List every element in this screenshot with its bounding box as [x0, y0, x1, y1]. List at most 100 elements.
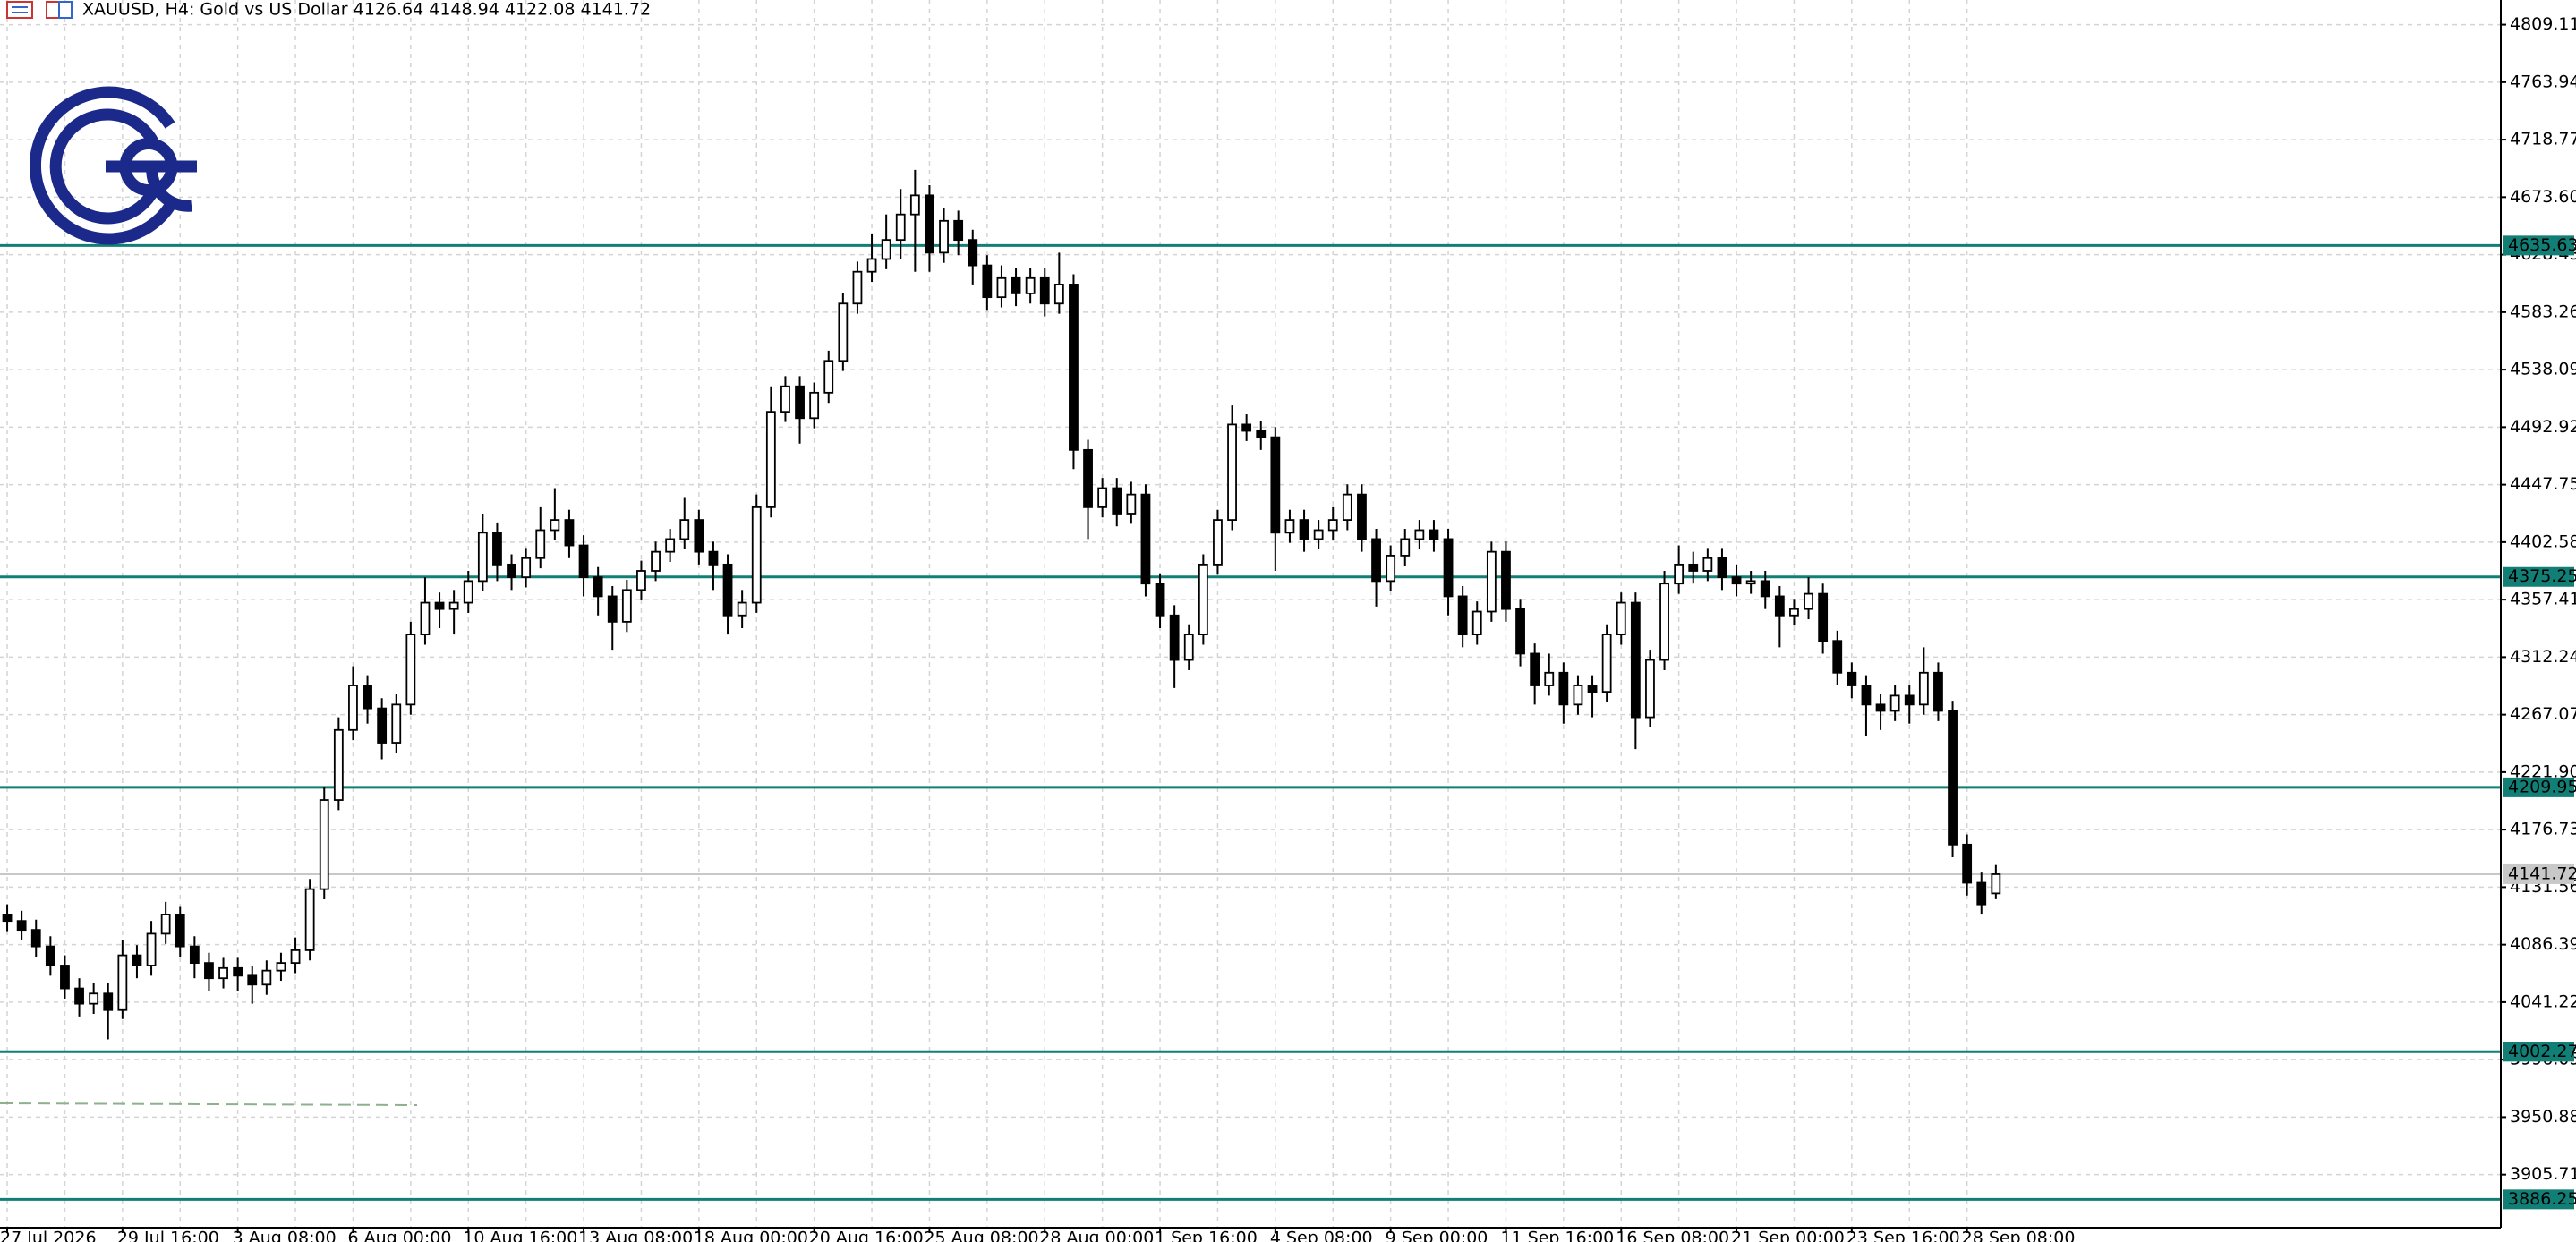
y-tick-label: 4583.26 — [2510, 302, 2576, 321]
candle-body — [881, 239, 891, 260]
candle-body — [30, 929, 41, 948]
level-label: 4375.25 — [2508, 566, 2576, 586]
candle-body — [1069, 284, 1079, 451]
candle-body — [89, 992, 99, 1005]
candle-body — [175, 914, 185, 948]
levels — [0, 243, 2501, 1201]
candle-body — [1918, 671, 1929, 706]
candle-body — [1573, 685, 1583, 706]
candle-body — [809, 391, 820, 420]
candle-body — [146, 932, 157, 966]
candle-body — [1558, 671, 1569, 706]
candle-body — [319, 799, 329, 890]
x-tick-label: 6 Aug 00:00 — [347, 1229, 451, 1242]
candle-body — [535, 529, 546, 559]
level-box — [2503, 1042, 2574, 1062]
candle-body — [1904, 694, 1915, 706]
candle-body — [737, 601, 747, 617]
candle-body — [304, 888, 315, 951]
candle-body — [1789, 608, 1799, 617]
candle-body — [607, 595, 618, 623]
candle-body — [1183, 634, 1194, 661]
candle-body — [1457, 595, 1468, 636]
candle-body — [1486, 550, 1497, 613]
logo — [29, 86, 197, 245]
candle-body — [1804, 592, 1813, 610]
y-tick-label: 4763.94 — [2510, 72, 2576, 91]
candle-body — [377, 707, 388, 744]
level-label: 4635.63 — [2508, 235, 2576, 255]
candle-body — [463, 580, 473, 604]
candle-body — [16, 920, 27, 932]
candle-body — [1530, 652, 1540, 686]
candle-body — [1933, 671, 1943, 712]
y-tick-label: 4176.73 — [2510, 820, 2576, 839]
candle-body — [261, 969, 272, 986]
candle-body — [448, 601, 459, 610]
candle-body — [1630, 601, 1641, 719]
candle-body — [492, 532, 502, 566]
candle-body — [45, 945, 55, 966]
candle-body — [1818, 592, 1829, 642]
candle-body — [953, 219, 964, 242]
y-tick-label: 4086.39 — [2510, 934, 2576, 954]
candle-body — [1616, 601, 1626, 636]
candle-body — [1357, 493, 1367, 540]
candle-body — [708, 550, 719, 566]
x-tick-label: 29 Jul 16:00 — [117, 1229, 219, 1242]
candle-body — [1025, 276, 1036, 294]
x-tick-label: 10 Aug 16:00 — [463, 1229, 577, 1242]
candle-body — [636, 570, 646, 591]
candle-body — [189, 945, 200, 965]
level-label: 4002.27 — [2508, 1042, 2576, 1061]
candle-body — [1414, 529, 1425, 540]
candle-body — [968, 239, 978, 267]
indicator-line — [0, 1102, 418, 1106]
candle-body — [1443, 538, 1454, 598]
x-tick-label: 11 Sep 16:00 — [1500, 1229, 1614, 1242]
candle-body — [1976, 881, 1987, 906]
candle-body — [2, 914, 13, 923]
level-label: 3886.25 — [2508, 1189, 2576, 1209]
y-tick-label: 3950.88 — [2510, 1107, 2576, 1127]
candle-body — [780, 385, 790, 413]
candle-body — [593, 576, 603, 598]
candle-body — [1400, 538, 1411, 557]
y-tick-label: 4221.90 — [2510, 761, 2576, 781]
candle-body — [765, 411, 776, 508]
candle-body — [1386, 555, 1396, 583]
candle-body — [564, 519, 575, 547]
candle-body — [60, 965, 70, 990]
candle-body — [391, 703, 402, 744]
candle-body — [507, 563, 516, 579]
candle-body — [838, 302, 849, 362]
candle-body — [679, 519, 690, 540]
candle-body — [276, 962, 286, 972]
candle-body — [1213, 519, 1223, 566]
candle-body — [1991, 873, 2001, 895]
toolbar-icons — [6, 1, 73, 19]
candle-body — [1342, 493, 1352, 521]
candle-body — [651, 550, 661, 572]
candle-body — [521, 557, 532, 579]
candle-body — [1601, 634, 1612, 693]
y-tick-label: 4718.77 — [2510, 130, 2576, 149]
x-tick-label: 20 Aug 16:00 — [809, 1229, 924, 1242]
level-label: 4209.95 — [2508, 777, 2576, 796]
axes: 4809.114763.944718.774673.604628.434583.… — [0, 14, 2576, 1242]
level-box — [2503, 566, 2574, 587]
candle-body — [751, 506, 762, 604]
candle-body — [1256, 430, 1267, 438]
candle-body — [1198, 563, 1208, 636]
candle-body — [1702, 557, 1713, 572]
candle-body — [909, 194, 920, 216]
candle-body — [117, 954, 128, 1011]
candle-body — [939, 219, 949, 254]
candle-body — [1241, 423, 1252, 432]
x-tick-label: 1 Sep 16:00 — [1155, 1229, 1258, 1242]
y-tick-label: 4492.92 — [2510, 417, 2576, 437]
last-price-label: 4141.72 — [2508, 863, 2576, 883]
y-tick-label: 4538.09 — [2510, 360, 2576, 379]
